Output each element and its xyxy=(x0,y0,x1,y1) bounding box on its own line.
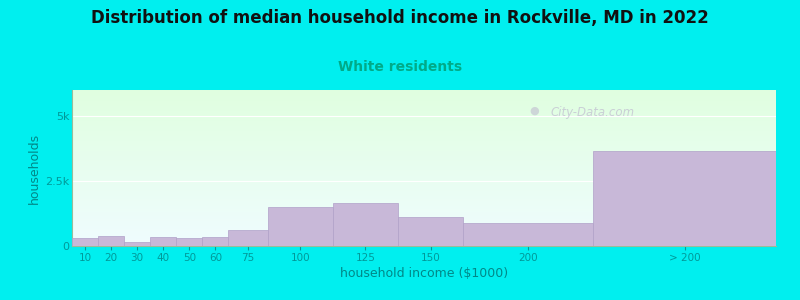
Bar xyxy=(229,230,267,246)
Bar xyxy=(398,218,463,246)
Bar xyxy=(72,238,98,246)
Bar xyxy=(150,237,176,246)
Y-axis label: households: households xyxy=(28,132,41,204)
Bar xyxy=(267,207,333,246)
Text: City-Data.com: City-Data.com xyxy=(550,106,635,118)
Bar xyxy=(463,223,594,246)
Bar xyxy=(333,203,398,246)
Bar xyxy=(202,237,229,246)
Bar xyxy=(98,236,124,246)
Text: White residents: White residents xyxy=(338,60,462,74)
Text: ●: ● xyxy=(530,106,539,116)
Bar xyxy=(176,238,202,246)
X-axis label: household income ($1000): household income ($1000) xyxy=(340,267,508,280)
Bar xyxy=(124,242,150,246)
Text: Distribution of median household income in Rockville, MD in 2022: Distribution of median household income … xyxy=(91,9,709,27)
Bar xyxy=(594,151,776,246)
